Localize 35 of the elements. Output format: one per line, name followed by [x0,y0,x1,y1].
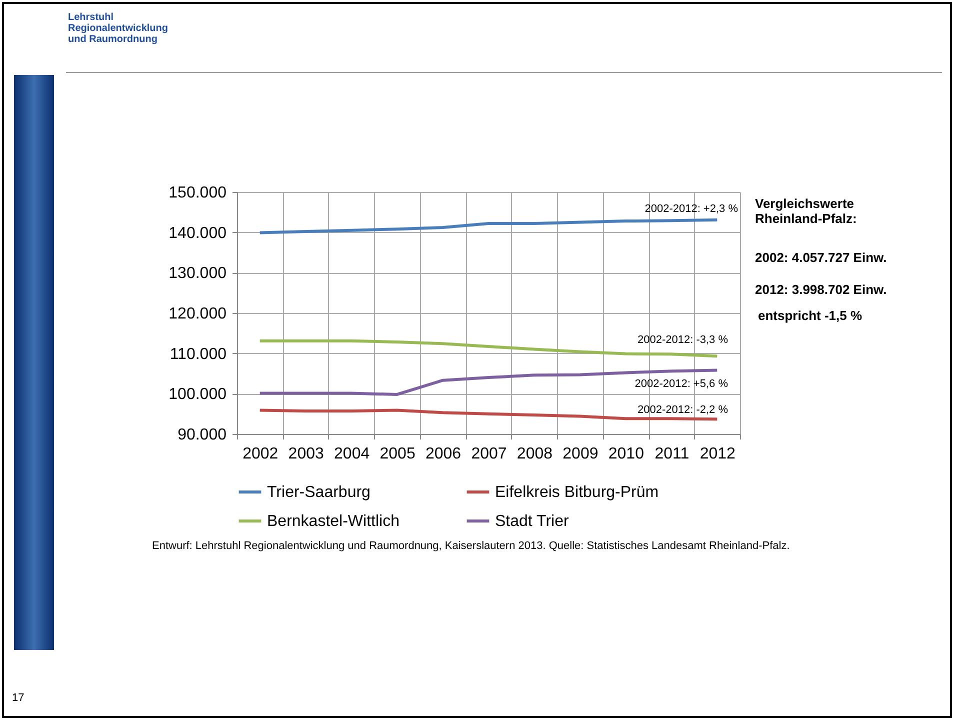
x-tick-label: 2005 [380,446,416,462]
line-series [258,218,719,234]
legend-label: Trier-Saarburg [267,484,370,501]
text: 2012: 3.998.702 Einw. [755,282,887,297]
annotation: 2002-2012: +5,6 % [634,378,728,390]
text: Entwurf: Lehrstuhl Regionalentwicklung und Raumordnung, Kaiserslautern 2013. Quelle: Statistisches Landesamt Rheinland-Pfalz. [152,540,790,552]
legend-label: Bernkastel-Wittlich [267,513,400,530]
text: Lehrstuhl Regionalentwicklung und Raumordnung [68,12,170,45]
text: 2002: 4.057.727 Einw. [755,250,887,265]
legend-label: Eifelkreis Bitburg-Prüm [495,484,659,501]
x-tick-label: 2012 [700,446,736,462]
text: entspricht -1,5 % [758,308,862,323]
x-tick-label: 2008 [516,446,553,462]
y-tick-label: 100.000 [168,386,227,404]
x-tick-label: 2011 [654,446,690,462]
y-tick-label: 140.000 [168,224,227,242]
legend-label: Stadt Trier [495,513,570,530]
line-series [258,368,719,396]
annotation: 2002-2012: -3,3 % [637,334,728,346]
text: 17 [12,692,24,704]
annotation: 2002-2012: +2,3 % [644,203,738,215]
x-tick-label: 2006 [425,446,462,462]
annotation: 2002-2012: -2,2 % [637,404,728,416]
x-tick-label: 2003 [288,446,324,462]
y-tick-label: 120.000 [168,306,227,322]
x-tick-label: 2009 [562,446,598,462]
y-tick-label: 130.000 [168,265,227,282]
x-tick-label: 2010 [608,446,644,462]
y-tick-label: 110.000 [170,346,227,363]
x-tick-label: 2004 [334,446,370,462]
y-tick-label: 90.000 [178,426,227,444]
x-tick-label: 2002 [242,446,278,462]
x-tick-label: 2007 [471,446,507,462]
text: Vergleichswerte Rheinland-Pfalz: [755,196,858,226]
y-tick-label: 150.000 [168,184,227,202]
